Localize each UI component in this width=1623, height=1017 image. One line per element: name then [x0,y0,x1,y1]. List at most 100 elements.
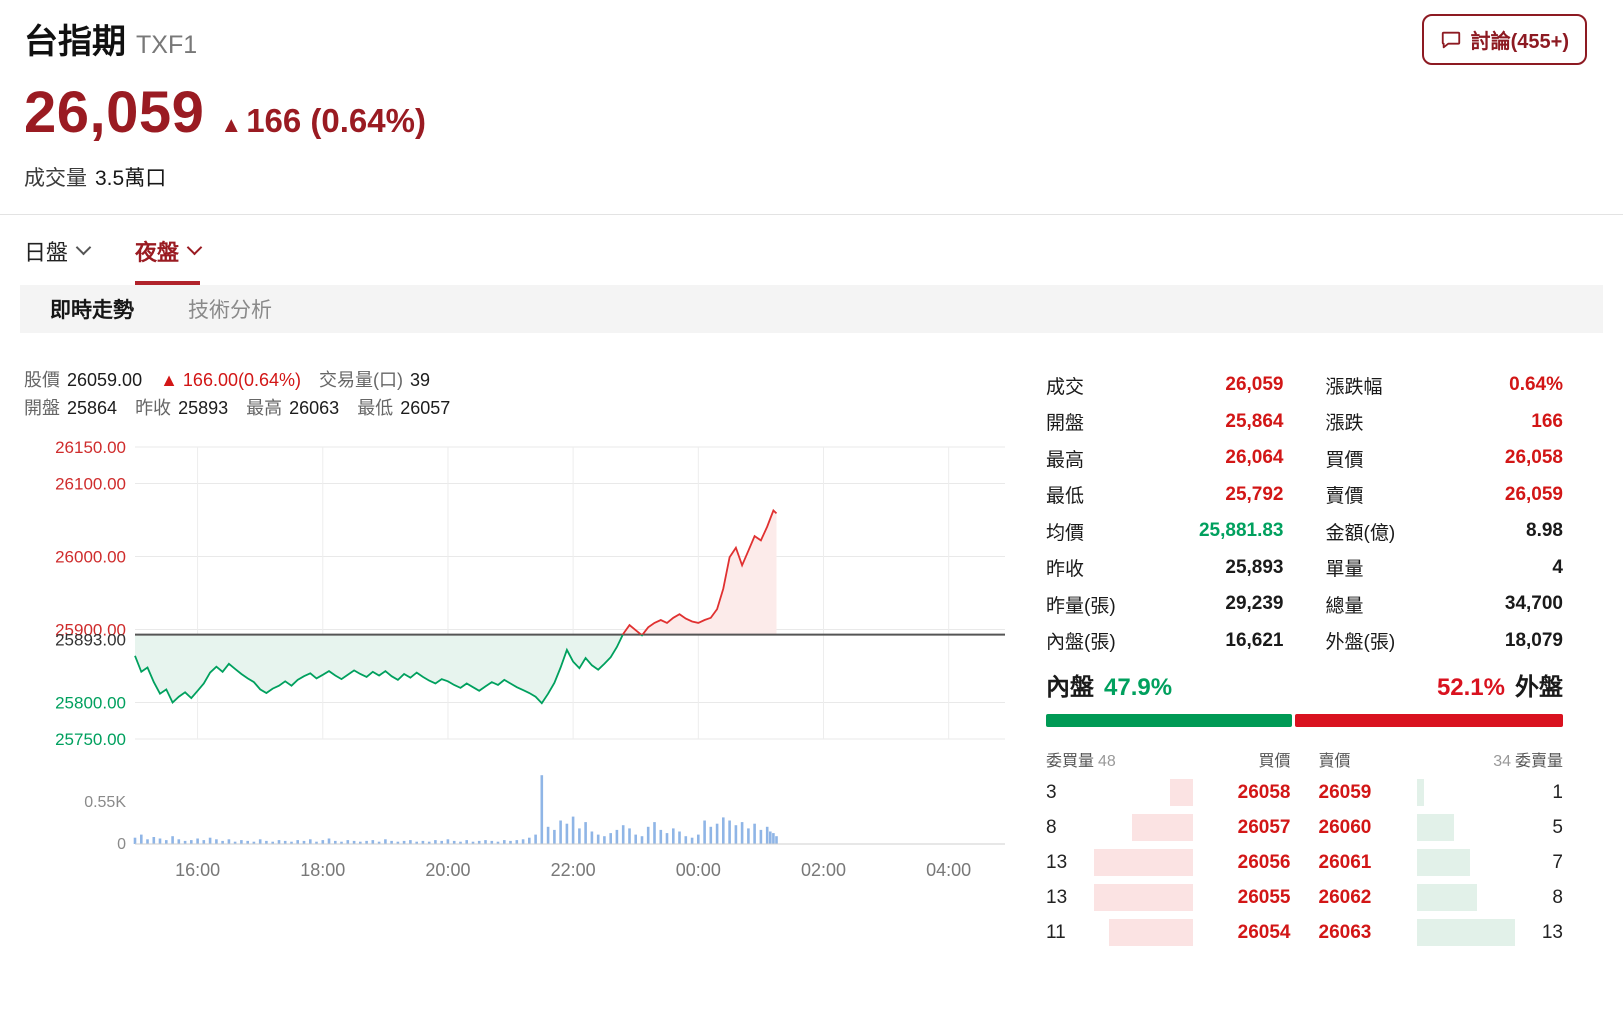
volume-bar [390,840,393,844]
quote-price-value: 26059.00 [67,370,143,390]
volume-bar [252,841,256,844]
stat-label: 買價 [1325,449,1364,471]
volume-bar [772,832,775,844]
ask-price[interactable]: 26061 [1318,851,1372,873]
volume-bar [477,840,481,844]
volume-bar [747,828,750,844]
bid-price[interactable]: 26056 [1237,851,1291,873]
volume-bar [396,841,400,844]
bid-price-label: 買價 [1258,753,1291,770]
stat-row: 總量 34,700 [1326,586,1564,623]
volume-bar [484,839,487,844]
tab-realtime-chart[interactable]: 即時走勢 [50,299,134,322]
stat-label: 最高 [1046,449,1085,471]
volume-bar [634,834,637,844]
bid-volume-bar [1109,919,1193,946]
stat-row: 外盤(張) 18,079 [1326,623,1564,660]
stat-row: 均價 25,881.83 [1046,513,1284,550]
stat-label: 單量 [1325,559,1364,581]
volume-bar [365,840,368,844]
ask-bar-wrap [1407,779,1516,806]
stat-row: 成交 26,059 [1046,367,1284,404]
volume-bar [609,832,612,844]
stat-label: 內盤(張) [1046,632,1116,654]
volume-bar [775,835,778,844]
volume-bar [309,839,312,844]
x-axis-label: 18:00 [300,860,345,880]
volume-bar [359,841,362,844]
volume-bar [546,826,550,844]
instrument-title: 台指期 TXF1 [24,14,197,63]
volume-bar [271,841,274,844]
bid-bar-wrap [1094,779,1203,806]
bid-bar-wrap [1094,884,1203,911]
volume-bar [290,841,293,844]
y-axis-label: 26100.00 [55,474,126,493]
x-axis-label: 00:00 [676,860,721,880]
outer-label: 外盤 [1515,674,1563,701]
tab-day-label: 日盤 [24,240,69,265]
quote-bar: 股價 26059.00 ▲ 166.00(0.64%) 交易量(口) 39 開盤 2586… [20,367,1020,423]
quote-volume-value: 39 [410,370,431,390]
tab-night-label: 夜盤 [135,240,180,265]
stat-row: 昨量(張) 29,239 [1046,586,1284,623]
bid-qty-label: 委買量 [1046,753,1095,770]
high-label: 最高 [246,397,283,418]
volume-value: 3.5萬口 [95,167,167,190]
bid-qty: 13 [1046,851,1068,873]
stat-value: 166 [1531,410,1563,432]
volume-bar [690,837,694,844]
ask-volume-bar [1416,814,1455,841]
stat-row: 漲跌 166 [1326,404,1564,441]
stat-value: 26,059 [1225,374,1284,396]
ask-price[interactable]: 26060 [1318,816,1372,838]
volume-bar [571,816,575,844]
outer-bar-segment [1295,714,1563,727]
volume-bar [371,839,375,844]
volume-bar [471,841,475,844]
volume-bar [227,839,231,844]
ask-volume-bar [1416,779,1425,806]
volume-bar [283,840,287,844]
inner-bar-segment [1046,714,1293,727]
volume-bar [753,823,756,844]
tab-night-session[interactable]: 夜盤 [135,235,203,285]
ask-price[interactable]: 26062 [1318,886,1372,908]
price-chart[interactable]: 26150.00 26100.00 26000.00 25900.00 25800.00… [20,433,1020,888]
volume-bar [659,829,663,844]
stat-row: 最低 25,792 [1046,477,1284,514]
tab-day-session[interactable]: 日盤 [24,235,92,285]
bid-price[interactable]: 26058 [1237,781,1291,803]
volume-bar [740,821,744,844]
discuss-button[interactable]: 討論(455+) [1421,14,1587,65]
bid-bar-wrap [1094,849,1203,876]
bid-qty: 11 [1046,921,1066,943]
area-below-prev-close [135,634,643,703]
tab-technical-analysis[interactable]: 技術分析 [188,299,272,322]
volume-bar [503,839,506,844]
volume-bar [258,839,262,844]
volume-bar [628,828,631,844]
volume-bar [684,835,688,844]
volume-bar [265,840,268,844]
discuss-label: 討論(455+) [1470,31,1569,53]
chat-bubble-icon [1440,29,1462,51]
volume-bar [715,823,719,844]
ask-total: 34 [1493,753,1511,770]
high-value: 26063 [289,397,340,418]
bid-price[interactable]: 26057 [1237,816,1291,838]
stat-label: 漲跌 [1325,413,1364,435]
bid-total: 48 [1098,753,1116,770]
volume-bar [377,841,381,844]
volume-bar [590,831,594,844]
volume-bar [384,839,387,844]
ask-price[interactable]: 26059 [1318,781,1372,803]
bid-price[interactable]: 26055 [1237,886,1291,908]
ask-price[interactable]: 26063 [1318,921,1372,943]
y-axis-label: 26000.00 [55,547,126,566]
bid-price[interactable]: 26054 [1237,921,1291,943]
volume-bar [434,839,437,844]
ask-qty: 1 [1552,781,1563,803]
orderbook-row: 13 26055 26062 8 [1046,880,1563,915]
stat-value: 26,064 [1225,447,1284,469]
